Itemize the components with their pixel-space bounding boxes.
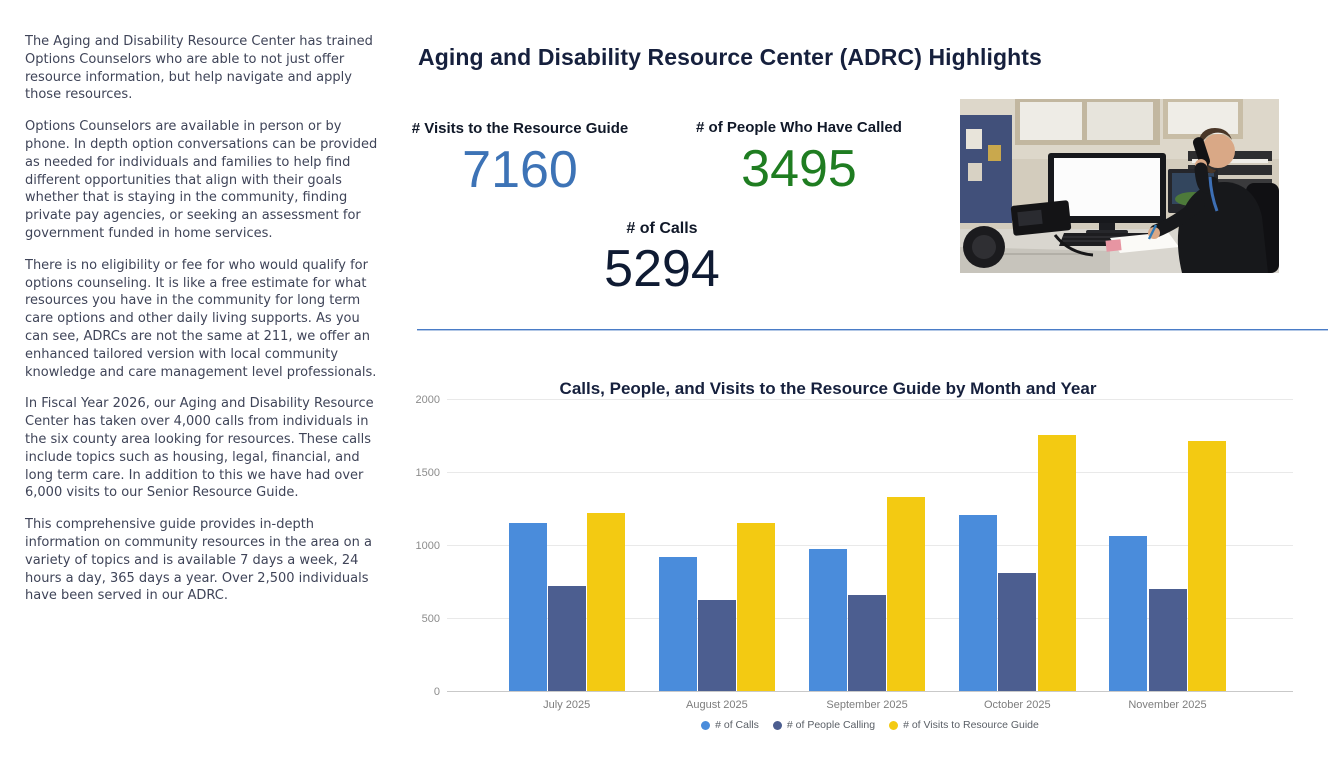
bar--of-people-calling <box>848 595 887 691</box>
legend-item: # of People Calling <box>772 719 876 731</box>
gridline <box>447 691 1293 692</box>
bar--of-people-calling <box>998 573 1037 691</box>
photo-desk-phone <box>963 200 1094 268</box>
chart-title: Calls, People, and Visits to the Resourc… <box>447 379 1209 399</box>
stat-value: 7160 <box>462 141 578 199</box>
x-axis-label: August 2025 <box>686 699 748 711</box>
legend-item: # of Calls <box>701 719 759 731</box>
bar--of-visits-to-resource-guide <box>586 512 625 691</box>
y-axis-tick-label: 500 <box>421 613 440 625</box>
intro-text-column: The Aging and Disability Resource Center… <box>25 33 385 619</box>
stat-number-of-calls: # of Calls 5294 <box>556 220 768 300</box>
bar--of-calls <box>508 523 547 691</box>
gridline <box>447 545 1293 546</box>
bar--of-calls <box>808 548 847 691</box>
bar--of-people-calling <box>547 585 586 691</box>
legend-label: # of Calls <box>715 719 759 731</box>
photo-paper <box>1105 232 1179 253</box>
intro-paragraph-1: The Aging and Disability Resource Center… <box>25 34 373 103</box>
intro-paragraph-2: Options Counselors are available in pers… <box>25 119 378 241</box>
bar--of-calls <box>1109 536 1148 691</box>
bar--of-visits-to-resource-guide <box>1037 434 1076 691</box>
legend-label: # of People Calling <box>786 719 876 731</box>
y-axis-tick-label: 2000 <box>415 394 440 406</box>
gridline <box>447 472 1293 473</box>
legend-dot-icon <box>889 720 899 730</box>
y-axis-tick-label: 1500 <box>415 467 440 479</box>
bar--of-calls <box>658 556 697 691</box>
adrc-counselor-photo <box>960 99 1279 273</box>
chart-legend: # of Calls # of People Calling # of Visits… <box>447 719 1293 731</box>
intro-paragraph-4: In Fiscal Year 2026, our Aging and Disab… <box>25 396 374 501</box>
bar--of-calls <box>959 515 998 691</box>
legend-label: # of Visits to Resource Guide <box>903 719 1039 731</box>
gridline <box>447 399 1293 400</box>
bar--of-people-calling <box>1148 588 1187 691</box>
chart-plot: 0 500 1000 1500 2000 July 2025 August 2025 Sept… <box>416 394 1293 711</box>
y-axis-tick-label: 0 <box>433 686 440 698</box>
y-axis-tick-label: 1000 <box>415 540 440 552</box>
stat-value: 5294 <box>604 240 720 298</box>
stat-visits-to-resource-guide: # Visits to the Resource Guide 7160 <box>396 120 644 201</box>
photo-person <box>1147 128 1279 273</box>
stat-people-who-called: # of People Who Have Called 3495 <box>686 119 912 200</box>
legend-item: # of Visits to Resource Guide <box>889 719 1039 731</box>
bar--of-people-calling <box>697 599 736 691</box>
x-axis-label: July 2025 <box>543 699 591 711</box>
legend-dot-icon <box>772 720 782 730</box>
stat-label: # Visits to the Resource Guide <box>411 120 629 137</box>
bar--of-visits-to-resource-guide <box>887 496 926 691</box>
bar--of-visits-to-resource-guide <box>737 523 776 691</box>
section-divider <box>417 329 1328 331</box>
x-axis-label: September 2025 <box>826 699 908 711</box>
x-axis-label: November 2025 <box>1128 699 1207 711</box>
bar--of-visits-to-resource-guide <box>1187 440 1226 691</box>
legend-dot-icon <box>701 720 711 730</box>
stat-label: # of Calls <box>626 220 698 237</box>
stat-label: # of People Who Have Called <box>696 119 902 136</box>
intro-paragraph-5: This comprehensive guide provides in-dep… <box>25 517 372 604</box>
stat-value: 3495 <box>741 140 857 198</box>
intro-paragraph-3: There is no eligibility or fee for who w… <box>25 257 377 380</box>
page-title: Aging and Disability Resource Center (AD… <box>418 44 1042 70</box>
x-axis-label: October 2025 <box>983 699 1051 711</box>
